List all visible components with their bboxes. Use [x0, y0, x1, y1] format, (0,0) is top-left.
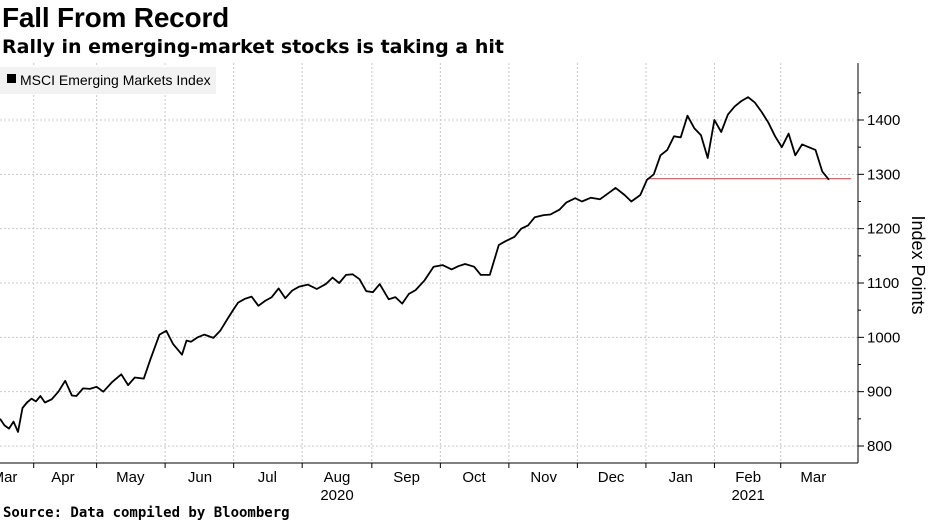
legend-background — [0, 67, 216, 94]
y-tick-label: 1000 — [867, 329, 900, 346]
x-tick-label: Mar — [800, 469, 826, 486]
chart-title: Fall From Record — [2, 2, 230, 33]
x-tick-label: Dec — [598, 469, 625, 486]
x-tick-label: Aug — [324, 469, 351, 486]
x-tick-label: Apr — [51, 469, 74, 486]
source-note: Source: Data compiled by Bloomberg — [3, 505, 290, 521]
axes: 800 900 1000 1100 1200 1300 1400 Mar Apr May Jun Ju… — [0, 63, 900, 504]
x-tick-label: Feb — [735, 469, 761, 486]
grid — [0, 63, 858, 463]
x-tick-label: May — [116, 469, 145, 486]
y-axis-label: Index Points — [908, 215, 928, 314]
x-tick-label: Jul — [258, 469, 277, 486]
y-tick-label: 1400 — [867, 112, 900, 129]
y-tick-label: 1100 — [867, 275, 899, 292]
x-tick-label: Nov — [530, 469, 557, 486]
chart-subtitle: Rally in emerging-market stocks is takin… — [2, 36, 504, 58]
x-year-label: 2021 — [731, 487, 764, 504]
y-tick-label: 1200 — [867, 221, 900, 238]
legend-swatch — [7, 74, 16, 83]
legend-label: MSCI Emerging Markets Index — [20, 72, 211, 88]
x-tick-label: Mar — [0, 469, 17, 486]
x-year-label: 2020 — [320, 487, 353, 504]
x-tick-label: Sep — [393, 469, 420, 486]
series-layer — [0, 96, 830, 433]
x-tick-label: Oct — [462, 469, 486, 486]
y-tick-label: 1300 — [867, 166, 900, 183]
y-tick-label: 900 — [867, 384, 892, 401]
series-line-msci-em — [0, 96, 830, 433]
y-tick-label: 800 — [867, 438, 892, 455]
x-tick-label: Jan — [669, 469, 693, 486]
x-tick-label: Jun — [188, 469, 212, 486]
legend: MSCI Emerging Markets Index — [0, 67, 216, 94]
